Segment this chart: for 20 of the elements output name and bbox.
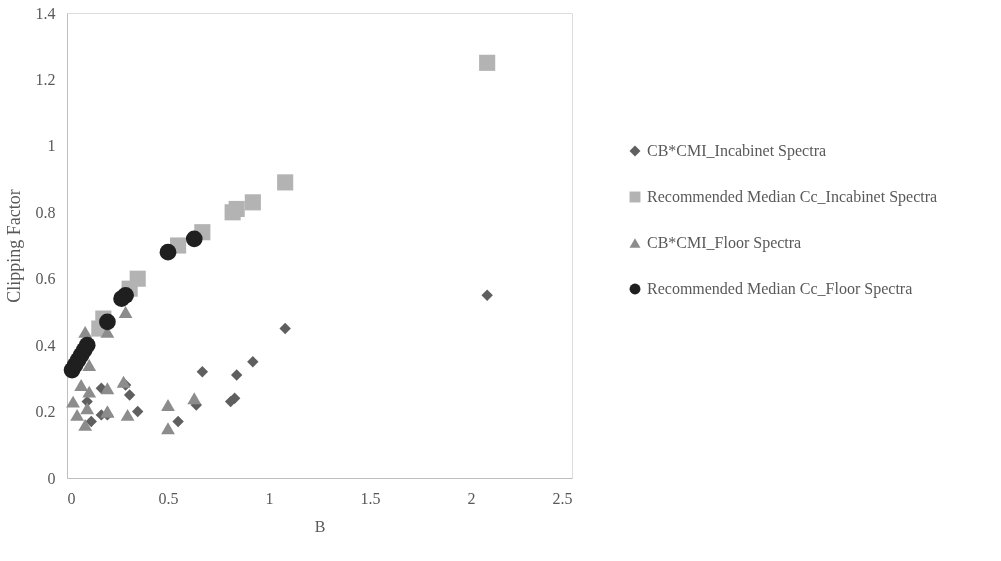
y-tick-label: 0.8: [35, 203, 56, 221]
legend-label: Recommended Median Cc_Floor Spectra: [647, 280, 913, 298]
x-tick-label: 1.5: [360, 489, 381, 507]
x-axis-title: B: [314, 517, 326, 535]
legend-label: Recommended Median Cc_Incabinet Spectra: [647, 188, 938, 206]
x-tick-label: 0.5: [158, 489, 179, 507]
y-tick-label: 1.4: [35, 4, 56, 22]
legend-label: CB*CMI_Incabinet Spectra: [647, 142, 827, 160]
x-tick-label: 1: [265, 489, 274, 507]
x-tick-label: 2: [467, 489, 476, 507]
x-tick-label: 2.5: [552, 489, 573, 507]
y-axis-title: Clipping Factor: [3, 189, 24, 303]
y-tick-label: 0.2: [35, 403, 56, 421]
y-tick-label: 0.4: [35, 336, 56, 354]
y-tick-label: 0.6: [35, 270, 56, 288]
y-tick-label: 1.2: [35, 70, 56, 88]
legend-label: CB*CMI_Floor Spectra: [647, 234, 802, 252]
y-tick-label: 1: [47, 137, 56, 155]
x-tick-label: 0: [67, 489, 76, 507]
y-tick-label: 0: [47, 469, 56, 487]
